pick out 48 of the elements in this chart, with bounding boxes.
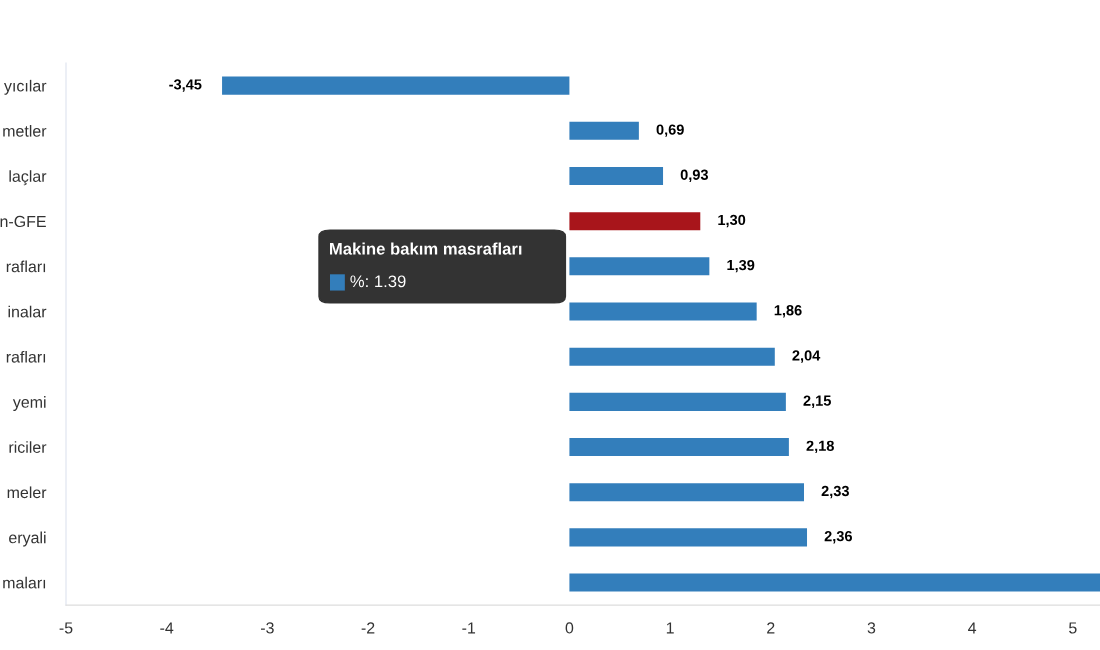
y-tick-label: metler: [3, 125, 47, 137]
x-tick-label: -1: [462, 622, 476, 634]
data-label: 2,33: [821, 485, 849, 499]
y-tick-label: eryali: [9, 531, 46, 547]
annotation: %: 1.39: [350, 275, 406, 288]
bar: [222, 76, 570, 95]
bar: [569, 121, 639, 140]
y-tick-label: inalar: [8, 305, 47, 318]
bar: [569, 257, 710, 276]
x-tick-label: 4: [968, 622, 977, 634]
x-tick-label: 5: [1069, 622, 1077, 634]
x-tick-label: 0: [565, 622, 574, 634]
data-label: -3,45: [169, 79, 202, 92]
bar: [569, 166, 664, 186]
data-label: 2,15: [803, 395, 831, 408]
data-label: 0,69: [656, 124, 684, 137]
x-tick-label: 2: [767, 622, 775, 634]
y-tick-label: yemi: [12, 396, 46, 411]
bar: [569, 302, 757, 321]
data-label: 2,18: [806, 440, 834, 454]
data-label: 1,30: [718, 214, 746, 228]
data-label: 2,36: [824, 530, 852, 544]
bar: [569, 392, 786, 411]
x-tick-label: 1: [666, 622, 674, 634]
x-tick-label: -4: [160, 622, 174, 634]
bar: [569, 438, 789, 457]
y-tick-label: maları: [3, 576, 46, 589]
x-tick-label: -5: [59, 622, 73, 634]
y-tick-label: rafları: [6, 260, 46, 273]
y-tick-label: meler: [7, 486, 47, 499]
data-label: 2,04: [792, 350, 821, 363]
y-tick-label: n-GFE: [0, 215, 46, 228]
y-tick-label: rafları: [6, 350, 46, 363]
x-tick-label: -3: [260, 622, 274, 634]
bar: [569, 573, 1100, 592]
bar: [569, 528, 808, 547]
data-label: 0,93: [680, 169, 709, 183]
x-tick-label: -2: [361, 622, 375, 634]
annotation: Makine bakım masrafları: [330, 242, 522, 255]
bar: [569, 212, 701, 231]
y-tick-label: laçlar: [9, 170, 47, 186]
data-label: 1,86: [774, 305, 802, 318]
x-tick-label: 3: [867, 622, 876, 634]
y-tick-label: riciler: [9, 441, 47, 453]
bar: [569, 347, 775, 366]
data-label: 1,39: [727, 259, 755, 273]
y-tick-label: yıcılar: [4, 79, 47, 95]
bar: [569, 483, 804, 502]
